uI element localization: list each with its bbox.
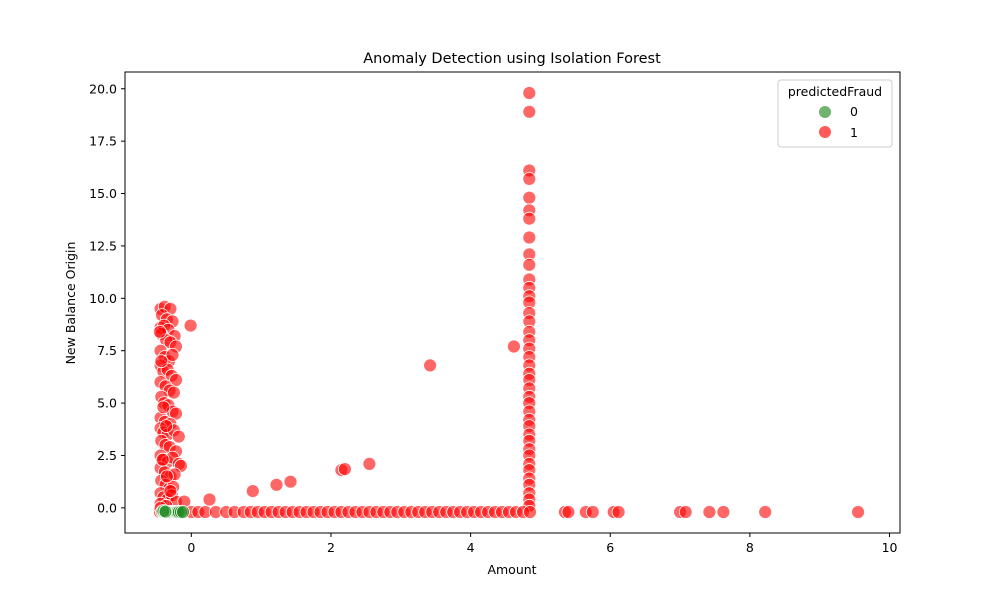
data-point-series-1 xyxy=(269,477,284,492)
y-tick-label: 20.0 xyxy=(89,81,117,96)
data-point-series-1 xyxy=(758,505,773,519)
y-tick-label: 5.0 xyxy=(97,396,117,411)
x-tick-label: 0 xyxy=(187,540,195,555)
data-point-series-1 xyxy=(245,484,260,499)
y-tick-label: 17.5 xyxy=(89,134,117,149)
x-axis: 0 2 4 6 8 10 xyxy=(187,533,898,555)
data-point-series-1 xyxy=(561,505,576,519)
legend-box xyxy=(777,79,893,148)
y-tick-label: 2.5 xyxy=(97,448,117,463)
data-point-series-0 xyxy=(176,505,190,519)
data-point-series-1 xyxy=(423,358,438,373)
data-point-series-1 xyxy=(159,419,174,434)
data-point-series-1 xyxy=(507,339,521,354)
y-tick-label: 10.0 xyxy=(89,291,117,306)
legend-title: predictedFraud xyxy=(788,84,882,99)
data-point-series-1 xyxy=(165,347,180,362)
data-point-series-0 xyxy=(158,504,173,519)
data-point-series-1 xyxy=(522,171,537,186)
legend-marker-0 xyxy=(819,106,831,118)
x-tick-label: 4 xyxy=(467,540,475,555)
data-point-series-1 xyxy=(152,324,167,339)
data-point-series-1 xyxy=(166,385,181,400)
legend-label-0: 0 xyxy=(850,104,858,119)
data-point-series-1 xyxy=(585,505,600,519)
chart-title: Anomaly Detection using Isolation Forest xyxy=(363,51,661,67)
x-tick-label: 6 xyxy=(606,540,614,555)
plot-area xyxy=(152,86,865,519)
data-point-series-1 xyxy=(522,86,537,100)
data-point-series-1 xyxy=(522,104,537,119)
data-point-series-1 xyxy=(159,469,174,484)
y-tick-label: 15.0 xyxy=(89,186,117,201)
x-tick-label: 8 xyxy=(746,540,754,555)
data-point-series-1 xyxy=(523,505,537,519)
data-point-series-1 xyxy=(611,505,626,519)
axes-frame xyxy=(124,71,901,534)
data-point-series-1 xyxy=(851,505,865,519)
legend-label-1: 1 xyxy=(850,125,858,140)
y-axis-label: New Balance Origin xyxy=(63,242,78,365)
legend-marker-1 xyxy=(819,126,831,138)
y-axis: 0.0 2.5 5.0 7.5 10.0 12.5 15.0 17.5 20.0 xyxy=(89,81,125,515)
x-tick-label: 10 xyxy=(882,540,898,555)
y-tick-label: 12.5 xyxy=(89,238,117,253)
data-point-series-1 xyxy=(202,492,217,507)
data-point-series-1 xyxy=(337,462,352,477)
x-axis-label: Amount xyxy=(487,562,536,577)
data-point-series-1 xyxy=(283,474,298,489)
data-point-series-1 xyxy=(155,452,170,467)
data-point-series-1 xyxy=(522,211,537,226)
data-point-series-1 xyxy=(716,505,731,519)
data-point-series-1 xyxy=(362,456,377,471)
legend: predictedFraud 0 1 xyxy=(777,79,893,148)
data-point-series-1 xyxy=(522,230,537,245)
y-tick-label: 0.0 xyxy=(97,500,117,515)
data-point-series-1 xyxy=(183,318,198,333)
data-point-series-1 xyxy=(702,505,717,519)
data-point-series-1 xyxy=(522,190,537,205)
data-point-series-1 xyxy=(163,484,178,499)
data-point-series-1 xyxy=(154,354,169,369)
x-tick-label: 2 xyxy=(327,540,335,555)
data-point-series-1 xyxy=(171,429,186,444)
data-point-series-1 xyxy=(156,400,171,415)
data-point-series-1 xyxy=(678,505,693,519)
data-point-series-1 xyxy=(522,257,537,272)
y-tick-label: 7.5 xyxy=(97,343,117,358)
